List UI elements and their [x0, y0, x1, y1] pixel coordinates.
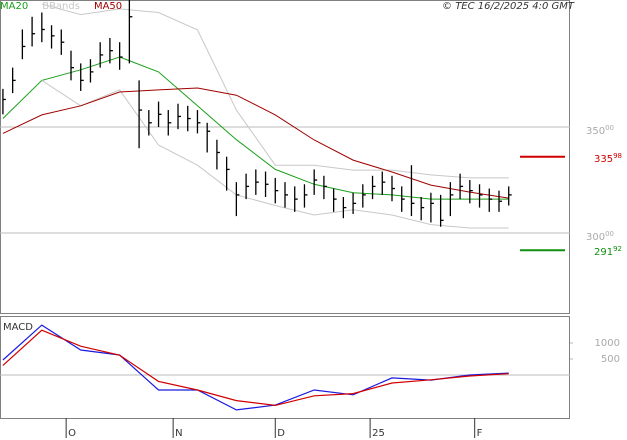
- legend-entry: MA20: [0, 1, 28, 12]
- indicator-line: [2, 56, 509, 200]
- legend-entry: BBands: [42, 1, 80, 12]
- y-tick-label: 500: [601, 354, 620, 365]
- x-tick-label: D: [277, 428, 285, 439]
- x-tick-label: 25: [372, 428, 385, 439]
- y-tick-label: 1000: [595, 338, 620, 349]
- level-small: 98: [613, 152, 622, 160]
- x-tick-label: N: [175, 428, 182, 439]
- price-panel: [0, 0, 570, 314]
- indicator-line: [41, 79, 509, 229]
- indicator-line: [2, 87, 509, 199]
- level-label: 29192: [594, 245, 622, 258]
- legend-entry: MA50: [94, 1, 122, 12]
- x-tick-label: F: [477, 428, 483, 439]
- y-tick-main: 300: [586, 232, 605, 243]
- macd-label: MACD: [3, 322, 33, 333]
- y-tick-small: 00: [605, 124, 614, 132]
- level-label: 33598: [594, 152, 622, 165]
- y-tick-small: 00: [605, 230, 614, 238]
- y-tick-label: 35000: [586, 124, 614, 137]
- x-tick-label: O: [68, 428, 76, 439]
- indicator-line: [41, 3, 509, 179]
- level-main: 291: [594, 247, 613, 258]
- y-tick-label: 30000: [586, 230, 614, 243]
- timestamp: © TEC 16/2/2025 4:0 GMT: [442, 1, 575, 12]
- level-main: 335: [594, 154, 613, 165]
- level-small: 92: [613, 245, 622, 253]
- macd-line: [2, 329, 509, 407]
- y-tick-main: 350: [586, 126, 605, 137]
